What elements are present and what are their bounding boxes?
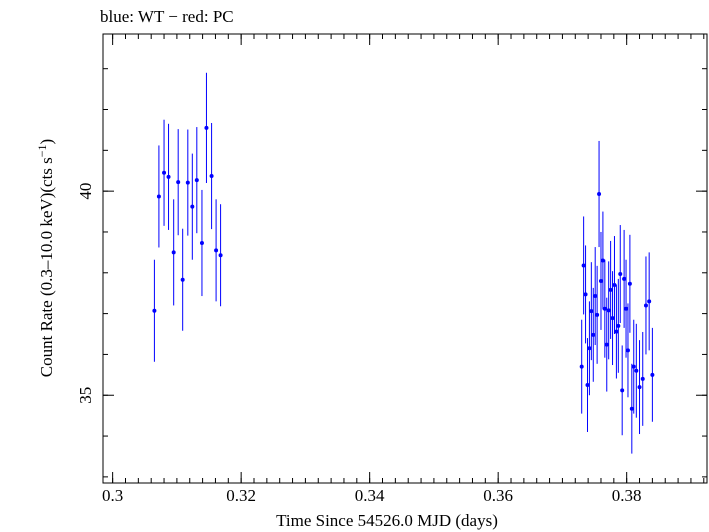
data-point [591,332,596,337]
data-point [579,364,584,369]
data-point [640,376,645,381]
data-point [647,299,652,304]
data-point [650,372,655,377]
data-point [176,180,181,185]
data-point [612,283,617,288]
data-point [602,306,607,311]
data-point [597,192,602,197]
data-point [620,388,625,393]
x-tick-label: 0.32 [226,486,256,505]
data-point [637,385,642,390]
data-point [600,258,605,263]
data-point [618,272,623,277]
data-point [595,312,600,317]
data-point [604,342,609,347]
data-point [610,316,615,321]
x-tick-label: 0.34 [355,486,385,505]
y-tick-label: 35 [76,387,95,404]
x-tick-label: 0.38 [612,486,642,505]
data-point [622,276,627,281]
x-tick-label: 0.36 [483,486,513,505]
chart-title: blue: WT − red: PC [100,7,234,26]
data-point [214,248,219,253]
data-point [585,383,590,388]
data-points [152,72,655,454]
data-point [166,174,171,179]
data-point [190,204,195,209]
data-point [631,364,636,369]
series-wt [579,140,655,454]
data-point [589,309,594,314]
data-point [583,292,588,297]
data-point [614,329,619,334]
data-point [634,368,639,373]
data-point [156,194,161,199]
data-point [185,180,190,185]
data-point [627,281,632,286]
data-point [587,346,592,351]
x-tick-label: 0.3 [102,486,123,505]
data-point [152,308,157,313]
data-point [171,250,176,255]
data-point [624,306,629,311]
y-tick-label: 40 [76,183,95,200]
data-point [593,294,598,299]
data-point [199,240,204,245]
data-point [606,308,611,313]
data-point [608,287,613,292]
data-point [218,253,223,258]
y-axis-title-sup: −1 [35,144,49,157]
y-axis-title-end: ) [37,139,56,145]
y-axis-title-main: Count Rate (0.3–10.0 keV)(cts s [37,157,56,377]
axis-ticks: 0.3 0.32 0.34 0.36 0.38 35 40 [76,34,707,505]
data-point [204,125,209,130]
x-axis-title: Time Since 54526.0 MJD (days) [276,511,498,530]
data-point [616,323,621,328]
data-point [643,303,648,308]
y-axis-title: Count Rate (0.3–10.0 keV)(cts s−1) [35,139,56,377]
data-point [209,174,214,179]
plot-frame [102,33,708,484]
series-wt [152,72,223,362]
data-point [180,277,185,282]
data-point [581,263,586,268]
data-point [629,406,634,411]
data-point [625,348,630,353]
data-point [598,278,603,283]
data-point [162,170,167,175]
data-point [194,178,199,183]
